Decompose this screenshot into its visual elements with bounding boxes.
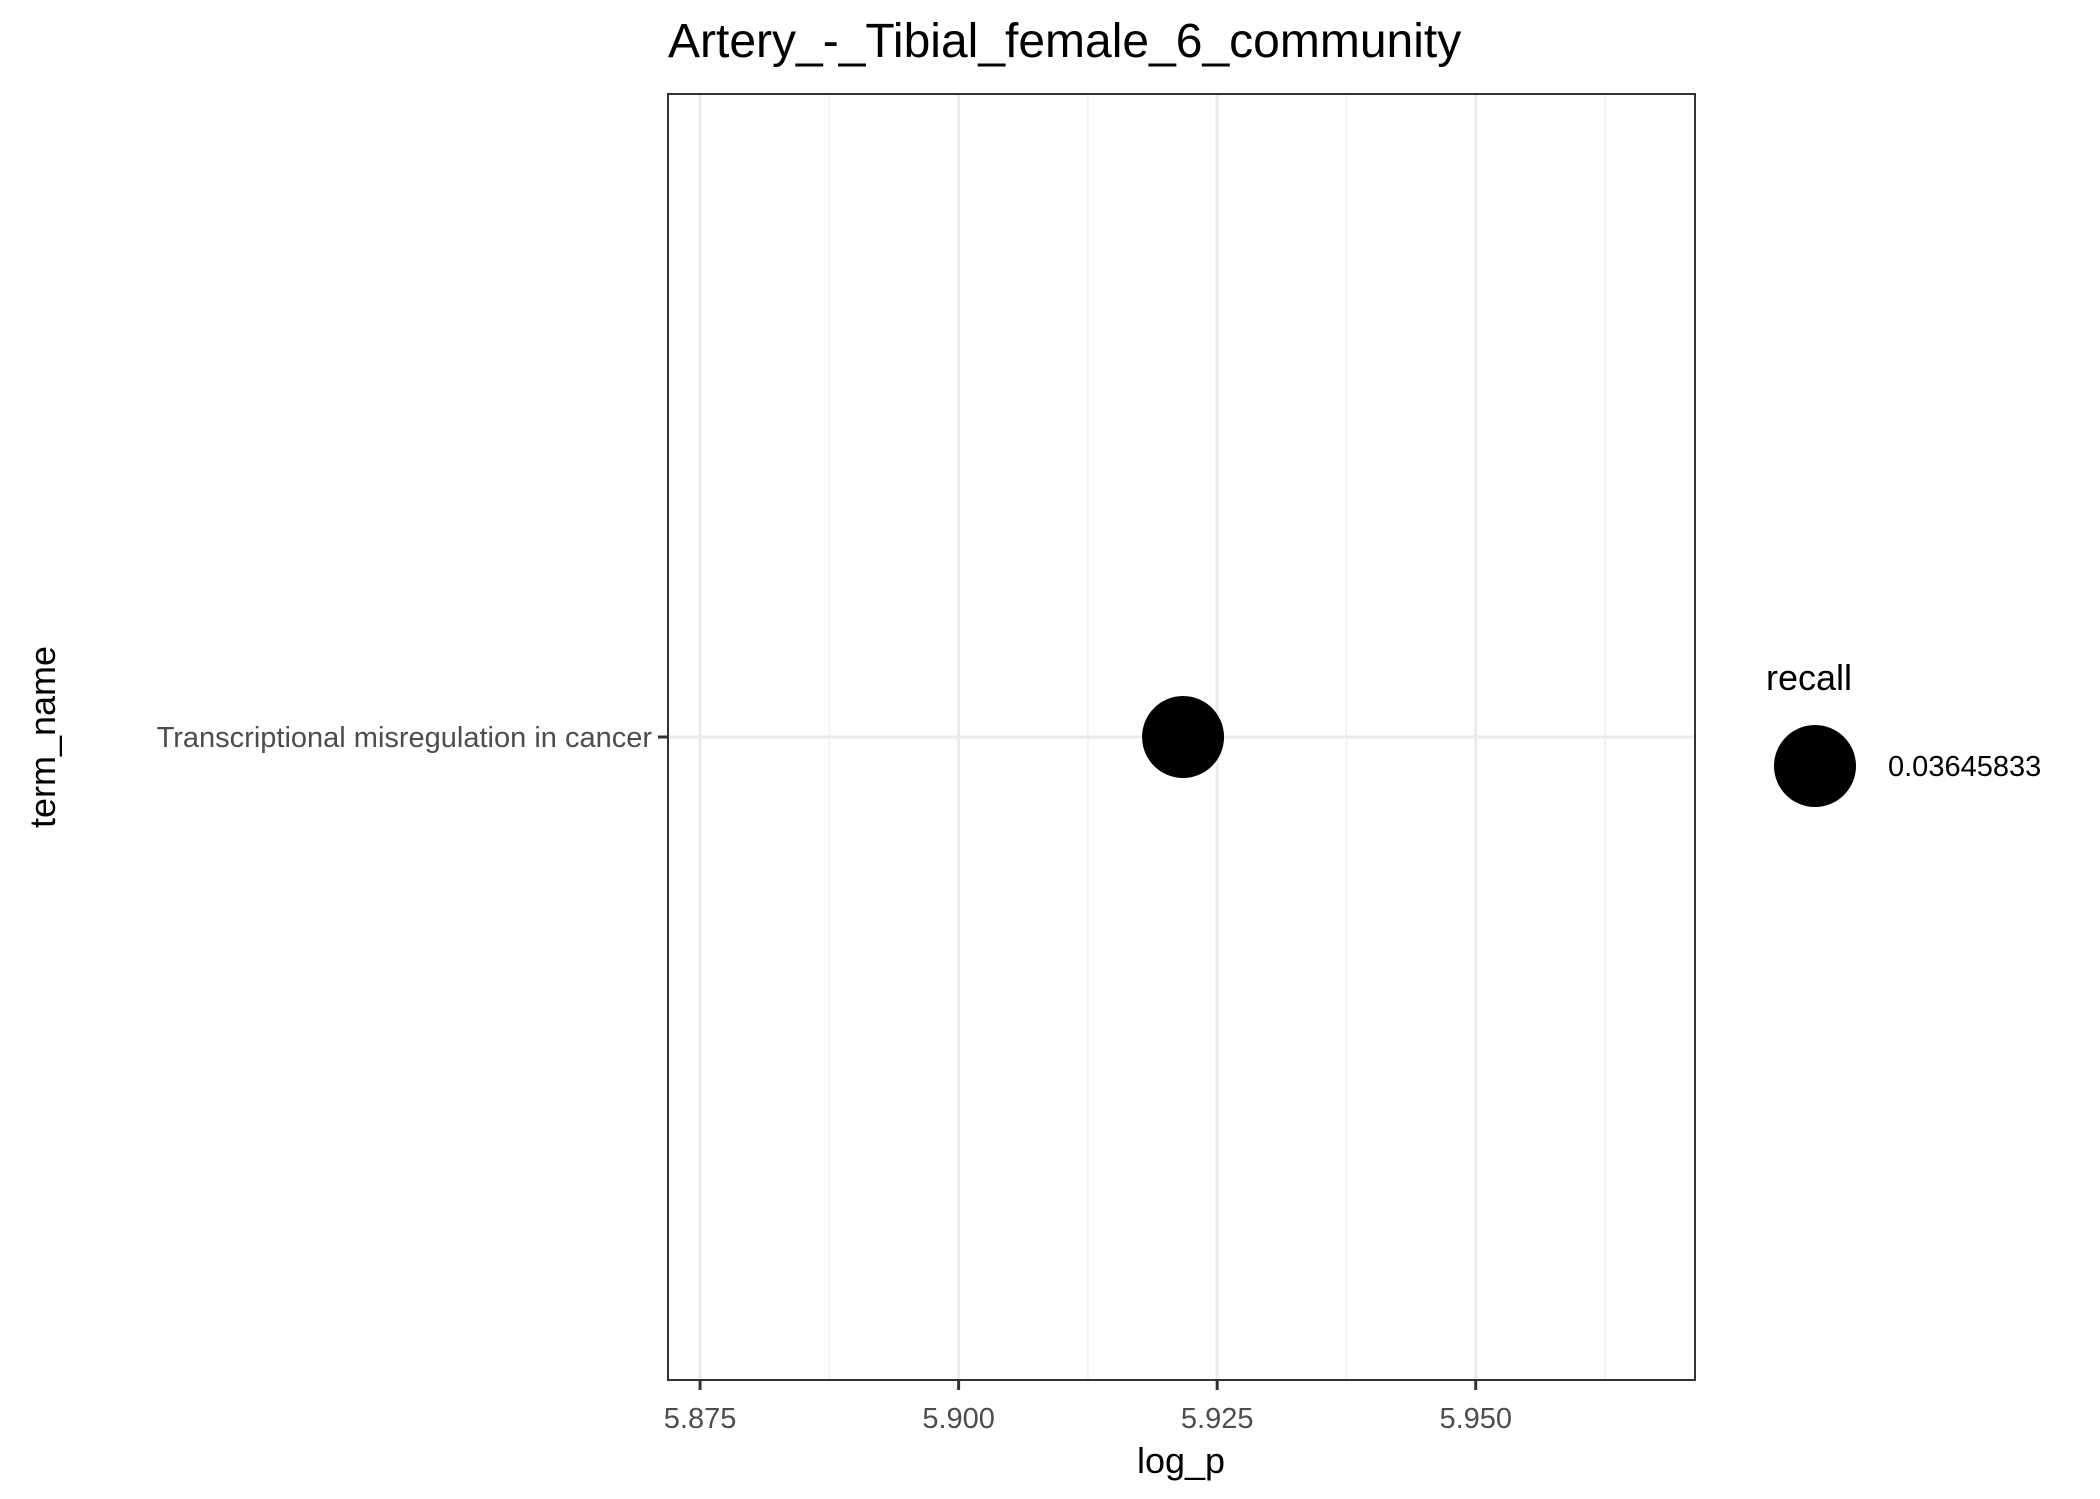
x-tick-label: 5.925 (1181, 1403, 1254, 1435)
grid-major-lines (668, 94, 1695, 1380)
x-axis-ticks: 5.875 5.900 5.925 5.950 (664, 1380, 1512, 1435)
y-axis-ticks: Transcriptional misregulation in cancer (157, 722, 668, 754)
legend-title: recall (1766, 657, 1852, 698)
legend-key-circle (1774, 725, 1856, 807)
legend-entry-label: 0.03645833 (1888, 751, 2041, 783)
data-points (1142, 696, 1225, 778)
legend-entries: 0.03645833 (1774, 725, 2041, 807)
chart-title: Artery_-_Tibial_female_6_community (668, 15, 1461, 68)
x-tick-label: 5.875 (664, 1403, 737, 1435)
y-axis-label: term_name (22, 646, 63, 828)
x-tick-label: 5.900 (922, 1403, 995, 1435)
legend: recall 0.03645833 (1766, 657, 2041, 807)
x-axis-label: log_p (1137, 1440, 1225, 1481)
data-point (1142, 696, 1225, 778)
x-tick-label: 5.950 (1439, 1403, 1512, 1435)
y-tick-label: Transcriptional misregulation in cancer (157, 722, 653, 754)
